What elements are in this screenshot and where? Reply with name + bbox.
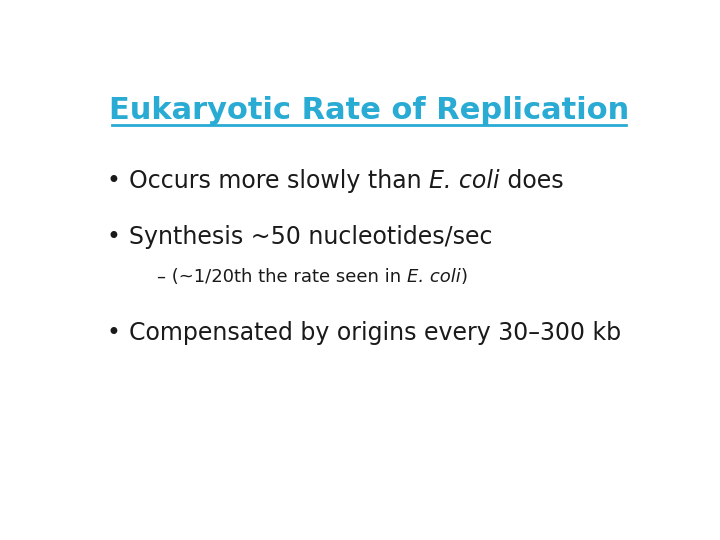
Text: •: • [107,321,121,345]
Text: – (~1/20th the rate seen in: – (~1/20th the rate seen in [157,268,407,286]
Text: E. coli: E. coli [407,268,461,286]
Text: ): ) [461,268,467,286]
Text: does: does [500,169,564,193]
Text: Synthesis ~50 nucleotides/sec: Synthesis ~50 nucleotides/sec [129,225,492,249]
Text: Eukaryotic Rate of Replication: Eukaryotic Rate of Replication [109,96,629,125]
Text: Occurs more slowly than: Occurs more slowly than [129,169,429,193]
Text: Compensated by origins every 30–300 kb: Compensated by origins every 30–300 kb [129,321,621,345]
Text: E. coli: E. coli [429,169,500,193]
Text: •: • [107,169,121,193]
Text: •: • [107,225,121,249]
